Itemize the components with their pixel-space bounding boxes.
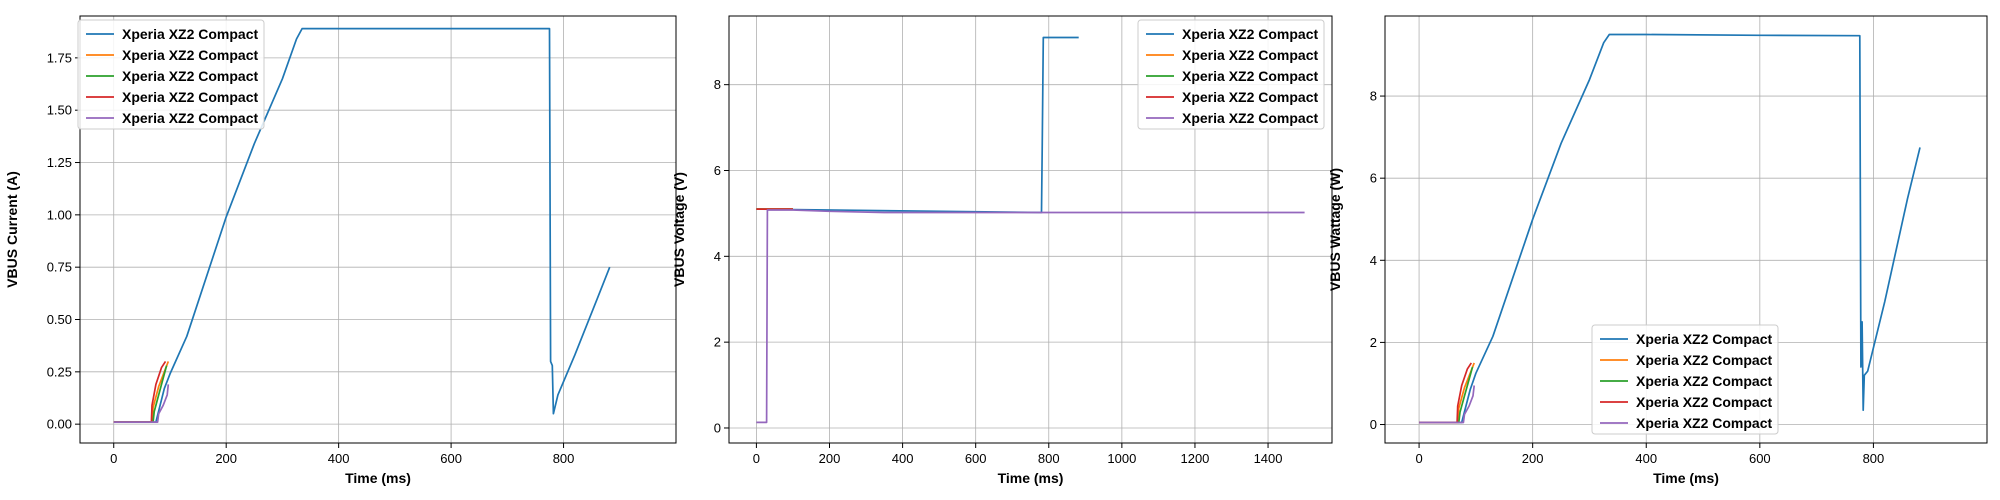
x-tick-label: 200 [819, 451, 841, 466]
x-tick-label: 0 [753, 451, 760, 466]
legend-entry-label: Xperia XZ2 Compact [1636, 373, 1772, 389]
y-tick-label: 1.25 [47, 155, 72, 170]
legend-entry-label: Xperia XZ2 Compact [1636, 415, 1772, 431]
x-tick-label: 800 [1038, 451, 1060, 466]
legend-entry-label: Xperia XZ2 Compact [122, 47, 258, 63]
series-line-1 [1419, 33, 1921, 424]
y-tick-label: 0.00 [47, 417, 72, 432]
legend-entry-label: Xperia XZ2 Compact [1636, 331, 1772, 347]
x-tick-label: 400 [892, 451, 914, 466]
legend-entry-label: Xperia XZ2 Compact [1182, 68, 1318, 84]
legend: Xperia XZ2 Compact Xperia XZ2 Compact Xper… [1137, 19, 1325, 130]
series-line-5 [756, 209, 1305, 424]
legend-entry-label: Xperia XZ2 Compact [1182, 26, 1318, 42]
legend-entry-label: Xperia XZ2 Compact [1636, 352, 1772, 368]
x-tick-label: 1400 [1254, 451, 1283, 466]
y-axis-label: VBUS Voltage (V) [671, 172, 687, 287]
chart-panel-2: 0 200 400 600 800 1000 1200 1400 0 2 4 6 8 Time (ms) V… [671, 15, 1333, 486]
y-tick-label: 0.25 [47, 364, 72, 379]
x-axis-label: Time (ms) [998, 470, 1064, 486]
y-axis-label: VBUS Current (A) [4, 171, 20, 288]
x-tick-label: 1000 [1107, 451, 1136, 466]
legend-entry-label: Xperia XZ2 Compact [122, 26, 258, 42]
x-tick-label: 200 [215, 451, 237, 466]
x-tick-label: 600 [1749, 451, 1771, 466]
chart-panel-3: 0 200 400 600 800 0 2 4 6 8 Time (ms) VBUS Wattage … [1327, 15, 1988, 486]
y-tick-label: 1.50 [47, 103, 72, 118]
x-tick-label: 400 [1635, 451, 1657, 466]
legend-box [1137, 19, 1325, 130]
y-tick-label: 0.75 [47, 260, 72, 275]
y-tick-label: 8 [1370, 89, 1377, 104]
legend: Xperia XZ2 Compact Xperia XZ2 Compact Xper… [77, 19, 265, 130]
legend-entry-label: Xperia XZ2 Compact [122, 68, 258, 84]
plot-frame [79, 15, 677, 444]
x-tick-label: 0 [1415, 451, 1422, 466]
x-tick-label: 1200 [1180, 451, 1209, 466]
chart-panel-1: 0 200 400 600 800 0.00 0.25 0.50 0.75 1.00 1.25 1.5… [4, 15, 677, 486]
x-axis-label: Time (ms) [345, 470, 411, 486]
legend-entry-label: Xperia XZ2 Compact [1182, 47, 1318, 63]
x-tick-label: 600 [440, 451, 462, 466]
y-tick-label: 4 [1370, 253, 1377, 268]
plot-frame [728, 15, 1333, 444]
y-tick-label: 1.00 [47, 207, 72, 222]
series-line-5 [113, 384, 170, 423]
x-tick-label: 200 [1522, 451, 1544, 466]
legend-entry-label: Xperia XZ2 Compact [1182, 89, 1318, 105]
legend: Xperia XZ2 Compact Xperia XZ2 Compact Xper… [1591, 324, 1779, 435]
y-tick-label: 8 [714, 77, 721, 92]
y-tick-label: 0 [1370, 417, 1377, 432]
plot-frame [1384, 15, 1988, 444]
x-tick-label: 800 [1863, 451, 1885, 466]
y-tick-label: 6 [1370, 171, 1377, 186]
legend-box [77, 19, 265, 130]
x-tick-label: 0 [110, 451, 117, 466]
y-tick-label: 2 [714, 335, 721, 350]
legend-box [1591, 324, 1779, 435]
y-tick-label: 6 [714, 163, 721, 178]
y-tick-label: 2 [1370, 335, 1377, 350]
y-tick-label: 4 [714, 249, 721, 264]
y-tick-label: 0.50 [47, 312, 72, 327]
y-tick-label: 1.75 [47, 50, 72, 65]
legend-entry-label: Xperia XZ2 Compact [122, 110, 258, 126]
legend-entry-label: Xperia XZ2 Compact [1636, 394, 1772, 410]
legend-entry-label: Xperia XZ2 Compact [1182, 110, 1318, 126]
x-tick-label: 800 [553, 451, 575, 466]
x-tick-label: 400 [328, 451, 350, 466]
series-line-1 [113, 27, 611, 423]
series-line-1 [756, 36, 1079, 214]
series-line-5 [1419, 385, 1476, 424]
y-axis-label: VBUS Wattage (W) [1327, 168, 1343, 291]
x-tick-label: 600 [965, 451, 987, 466]
y-tick-label: 0 [714, 420, 721, 435]
x-axis-label: Time (ms) [1653, 470, 1719, 486]
legend-entry-label: Xperia XZ2 Compact [122, 89, 258, 105]
